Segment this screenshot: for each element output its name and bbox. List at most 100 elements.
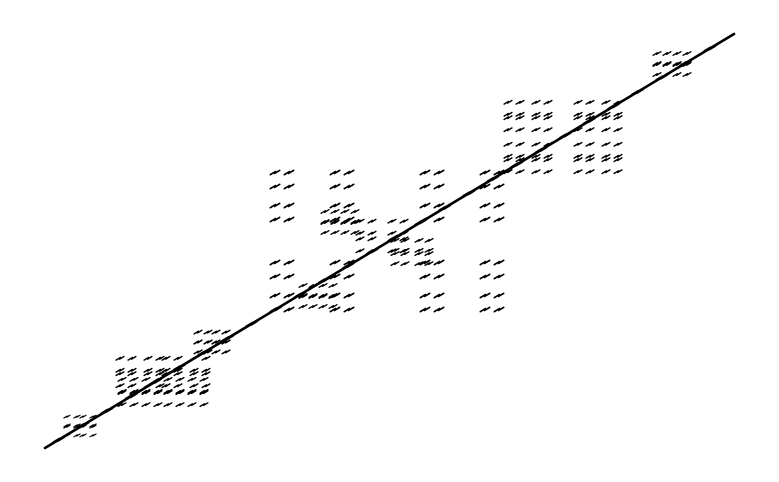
fractal-stroke [320, 221, 327, 225]
fractal-stroke [506, 141, 513, 146]
fractal-stroke [390, 238, 397, 243]
fractal-stroke [127, 356, 134, 361]
fractal-stroke [118, 367, 125, 372]
fractal-stroke [323, 220, 330, 224]
fractal-stroke [672, 62, 679, 66]
fractal-stroke [506, 99, 513, 104]
fractal-stroke [204, 355, 211, 360]
fractal-stroke [402, 218, 409, 223]
fractal-stroke [601, 128, 608, 133]
fractal-stroke [403, 237, 410, 242]
fractal-stroke [330, 221, 337, 225]
fractal-stroke [199, 391, 206, 396]
fractal-stroke [483, 183, 491, 189]
fractal-stroke [333, 230, 340, 234]
fractal-stroke [531, 116, 538, 121]
fractal-stroke [576, 157, 583, 162]
fractal-stroke [423, 259, 431, 265]
fractal-stroke [400, 238, 407, 243]
fractal-stroke [631, 89, 640, 96]
fractal-stroke [546, 127, 553, 132]
fractal-marks [43, 32, 736, 450]
fractal-stroke [158, 383, 165, 388]
fractal-stroke [176, 367, 183, 372]
fractal-stroke [76, 433, 81, 437]
fractal-stroke [192, 383, 199, 388]
fractal-stroke [515, 128, 522, 133]
fractal-stroke [317, 278, 326, 284]
fractal-stroke [613, 158, 620, 163]
fractal-stroke [166, 376, 173, 381]
fractal-stroke [370, 248, 377, 253]
fractal-stroke [503, 116, 510, 121]
fractal-stroke [588, 153, 595, 158]
fractal-stroke [333, 202, 341, 208]
fractal-stroke [211, 350, 218, 355]
fractal-stroke [588, 99, 595, 104]
fractal-stroke [588, 127, 595, 132]
fractal-stroke [132, 376, 139, 381]
fractal-stroke [419, 293, 427, 299]
fractal-stroke [129, 403, 136, 408]
fractal-stroke [515, 116, 522, 121]
fractal-stroke [143, 384, 150, 389]
fractal-stroke [193, 350, 200, 355]
fractal-stroke [576, 115, 583, 120]
fractal-stroke [497, 183, 505, 189]
fractal-stroke [423, 202, 431, 208]
fractal-stroke [129, 391, 136, 396]
fractal-stroke [127, 372, 134, 377]
fractal-stroke [601, 116, 608, 121]
fractal-stroke [543, 158, 550, 163]
fractal-stroke [155, 356, 162, 361]
fractal-stroke [73, 424, 78, 428]
fractal-stroke [423, 306, 431, 312]
fractal-stroke [329, 260, 337, 266]
fractal-stroke [164, 383, 171, 388]
fractal-stroke [298, 305, 305, 309]
fractal-stroke [161, 356, 168, 361]
fractal-stroke [318, 295, 325, 299]
fractal-stroke [333, 183, 341, 189]
fractal-stroke [329, 203, 337, 209]
fractal-stroke [273, 306, 281, 312]
fractal-stroke [63, 424, 68, 428]
fractal-stroke [437, 183, 445, 189]
fractal-stroke [417, 261, 424, 266]
fractal-stroke [333, 216, 341, 222]
fractal-stroke [287, 216, 295, 222]
fractal-stroke [163, 389, 170, 394]
fractal-stroke [601, 158, 608, 163]
fractal-stroke [283, 170, 291, 176]
fractal-stroke [399, 219, 406, 224]
fractal-stroke [329, 307, 337, 313]
fractal-stroke [100, 408, 109, 415]
fractal-stroke [273, 273, 281, 279]
fractal-stroke [585, 158, 592, 163]
fractal-stroke [329, 170, 337, 176]
fractal-stroke [433, 184, 441, 190]
fractal-stroke [576, 169, 583, 174]
fractal-stroke [662, 63, 669, 67]
fractal-stroke [273, 259, 281, 265]
fractal-stroke [573, 128, 580, 133]
fractal-stroke [343, 293, 351, 299]
fractal-stroke [358, 248, 365, 253]
fractal-stroke [204, 367, 211, 372]
fractal-stroke [163, 403, 170, 408]
fractal-stroke [146, 367, 153, 372]
fractal-stroke [531, 100, 538, 105]
fractal-stroke [347, 306, 355, 312]
fractal-stroke [176, 355, 183, 360]
fractal-stroke [311, 294, 318, 298]
fractal-stroke [534, 127, 541, 132]
fractal-stroke [333, 209, 340, 213]
fractal-stroke [518, 157, 525, 162]
fractal-stroke [189, 356, 196, 361]
fractal-stroke [173, 372, 180, 377]
fractal-stroke [187, 389, 194, 394]
fractal-stroke [493, 260, 501, 266]
fractal-stroke [587, 117, 596, 124]
fractal-stroke [130, 355, 137, 360]
fractal-stroke [573, 100, 580, 105]
